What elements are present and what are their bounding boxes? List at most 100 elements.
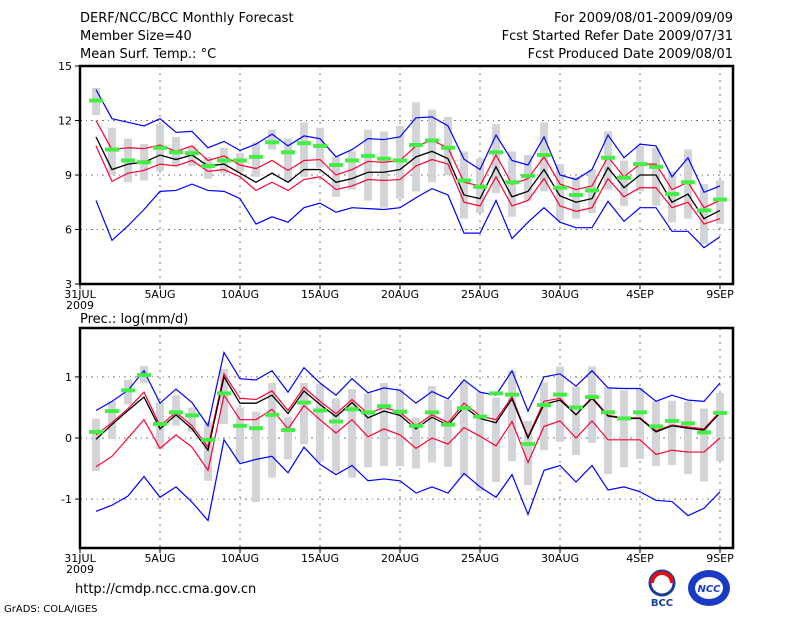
ensemble-box <box>332 156 340 197</box>
ensemble-box <box>588 366 596 443</box>
ensemble-box <box>572 386 580 456</box>
x-tick-label: 30AUG <box>541 288 579 301</box>
x-tick-label: 30AUG <box>541 552 579 565</box>
ensemble-box <box>716 180 724 225</box>
svg-text:NCC: NCC <box>697 584 721 595</box>
median-marker <box>569 192 583 197</box>
median-marker <box>537 153 551 158</box>
x-tick-label: 10AUG <box>221 288 259 301</box>
ensemble-box <box>380 131 388 208</box>
y-tick-label: 15 <box>58 60 72 73</box>
median-marker <box>681 421 695 426</box>
median-marker <box>649 424 663 429</box>
ensemble-box <box>700 408 708 482</box>
ensemble-box <box>380 383 388 467</box>
median-marker <box>233 423 247 428</box>
median-marker <box>697 430 711 435</box>
median-marker <box>361 410 375 415</box>
x-tick-label: 15AUG <box>301 552 339 565</box>
median-marker <box>281 428 295 433</box>
median-marker <box>249 426 263 431</box>
ensemble-box <box>364 393 372 468</box>
start-date: Fcst Started Refer Date 2009/07/31 <box>501 29 733 44</box>
median-marker <box>201 163 215 168</box>
ensemble-box <box>348 389 356 478</box>
median-marker <box>393 158 407 163</box>
median-marker <box>249 154 263 159</box>
ensemble-box <box>300 122 308 177</box>
y-tick-label: 9 <box>65 169 72 182</box>
source-url[interactable]: http://cmdp.ncc.cma.gov.cn <box>75 582 257 597</box>
x-tick-label: 9SEP <box>706 552 734 565</box>
median-marker <box>89 98 103 103</box>
y-tick-label: 12 <box>58 115 72 128</box>
x-tick-label: 4SEP <box>626 288 654 301</box>
y-tick-label: 1 <box>65 371 72 384</box>
ensemble-box <box>572 176 580 219</box>
median-marker <box>393 409 407 414</box>
median-marker <box>345 407 359 412</box>
bcc-logo: BCC <box>648 569 676 608</box>
median-marker <box>409 143 423 148</box>
ensemble-box <box>524 420 532 486</box>
ensemble-box <box>684 401 692 475</box>
ensemble-box <box>252 411 260 503</box>
ensemble-box <box>460 381 468 476</box>
ensemble-box <box>108 401 116 440</box>
x-tick-label: 4SEP <box>626 552 654 565</box>
ensemble-box <box>460 151 468 219</box>
median-marker <box>441 145 455 150</box>
ensemble-box <box>492 124 500 194</box>
median-marker <box>409 423 423 428</box>
ensemble-box <box>604 387 612 475</box>
ensemble-box <box>396 389 404 467</box>
y-tick-label: 6 <box>65 224 72 237</box>
median-marker <box>489 150 503 155</box>
x-tick-sublabel: 2009 <box>66 563 94 576</box>
ensemble-box <box>348 151 356 190</box>
ensemble-box <box>700 184 708 245</box>
median-marker <box>521 173 535 178</box>
median-marker <box>137 160 151 165</box>
median-marker <box>489 391 503 396</box>
produced-date: Fcst Produced Date 2009/08/01 <box>527 47 733 62</box>
x-tick-label: 25AUG <box>461 288 499 301</box>
variable-label: Mean Surf. Temp.: °C <box>80 47 217 62</box>
median-marker <box>457 406 471 411</box>
median-marker <box>377 404 391 409</box>
median-marker <box>569 405 583 410</box>
median-marker <box>665 418 679 423</box>
ensemble-box <box>316 384 324 462</box>
ensemble-box <box>652 401 660 467</box>
ensemble-box <box>492 397 500 482</box>
panel-title: Prec.: log(mm/d) <box>80 312 188 327</box>
ensemble-box <box>284 138 292 183</box>
lower-spread-line <box>95 145 721 225</box>
figure-title: DERF/NCC/BCC Monthly Forecast <box>80 11 294 26</box>
median-marker <box>313 143 327 148</box>
x-tick-label: 31JUL <box>64 552 96 565</box>
forecast-period: For 2009/08/01-2009/09/09 <box>554 11 733 26</box>
ensemble-box <box>300 383 308 445</box>
median-marker <box>169 150 183 155</box>
ensemble-box <box>476 392 484 492</box>
ensemble-box <box>508 370 516 462</box>
median-marker <box>553 185 567 190</box>
ensemble-box <box>668 400 676 465</box>
lower-spread-line <box>95 393 721 472</box>
ensemble-box <box>412 417 420 469</box>
median-marker <box>585 188 599 193</box>
ensemble-mean-line <box>95 136 721 220</box>
ensemble-box <box>668 171 676 223</box>
median-marker <box>681 180 695 185</box>
ensemble-mean-line <box>95 375 721 452</box>
median-marker <box>537 403 551 407</box>
median-marker <box>121 158 135 163</box>
median-marker <box>153 145 167 150</box>
median-marker <box>169 410 183 415</box>
min-line <box>95 438 721 522</box>
median-marker <box>233 158 247 163</box>
x-tick-label: 15AUG <box>301 288 339 301</box>
